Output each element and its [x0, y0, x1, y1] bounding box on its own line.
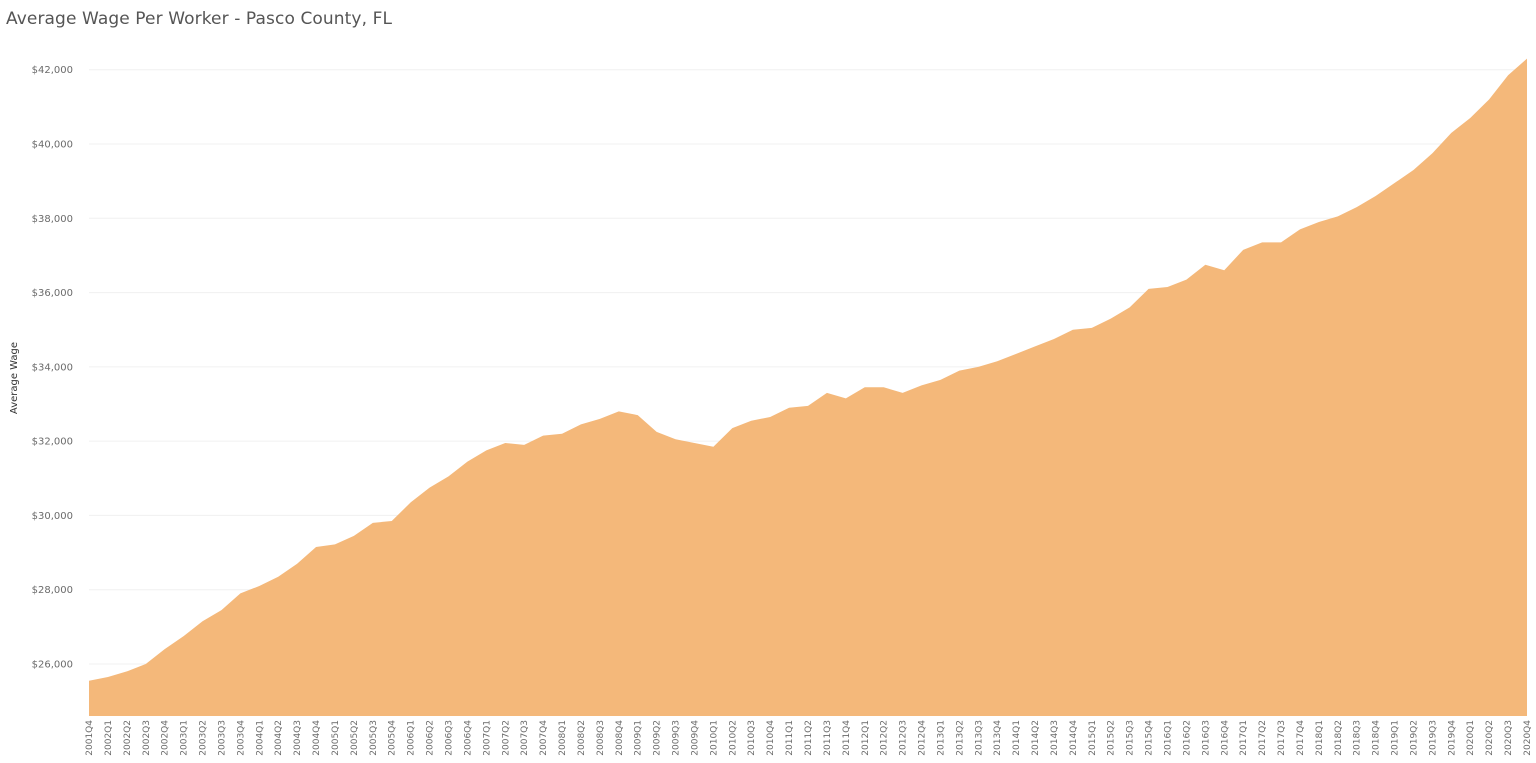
- x-tick-label: 2003Q4: [236, 720, 246, 756]
- y-tick-label: $38,000: [32, 214, 73, 225]
- x-tick-label: 2007Q2: [501, 720, 511, 756]
- x-tick-label: 2007Q3: [520, 720, 530, 756]
- y-tick-label: $26,000: [32, 660, 73, 671]
- x-tick-label: 2011Q3: [823, 720, 833, 756]
- x-tick-label: 2001Q4: [85, 720, 95, 756]
- x-tick-label: 2020Q1: [1466, 720, 1476, 756]
- x-tick-label: 2018Q2: [1334, 720, 1344, 756]
- x-tick-label: 2017Q3: [1277, 720, 1287, 756]
- x-tick-label: 2006Q2: [426, 720, 436, 756]
- x-tick-label: 2008Q3: [596, 720, 606, 756]
- x-tick-label: 2018Q4: [1372, 720, 1382, 756]
- x-tick-label: 2016Q1: [1164, 720, 1174, 756]
- x-tick-label: 2011Q2: [804, 720, 814, 756]
- x-tick-label: 2008Q4: [615, 720, 625, 756]
- x-tick-label: 2009Q1: [634, 720, 644, 756]
- x-tick-label: 2017Q2: [1258, 720, 1268, 756]
- x-tick-label: 2010Q1: [709, 720, 719, 756]
- x-tick-label: 2013Q3: [974, 720, 984, 756]
- x-tick-label: 2011Q1: [785, 720, 795, 756]
- x-tick-label: 2006Q3: [445, 720, 455, 756]
- x-axis-tick-labels: 2001Q4 2002Q1 2002Q2 2002Q3 2002Q4 2003Q1 2003…: [85, 720, 1533, 756]
- y-tick-label: $40,000: [32, 140, 73, 151]
- x-tick-label: 2009Q2: [653, 720, 663, 756]
- x-tick-label: 2016Q4: [1220, 720, 1230, 756]
- x-tick-label: 2011Q4: [842, 720, 852, 756]
- x-tick-label: 2015Q4: [1145, 720, 1155, 756]
- x-tick-label: 2009Q4: [690, 720, 700, 756]
- x-tick-label: 2002Q1: [104, 720, 114, 756]
- x-tick-label: 2018Q3: [1353, 720, 1363, 756]
- x-tick-label: 2003Q3: [217, 720, 227, 756]
- x-tick-label: 2019Q1: [1391, 720, 1401, 756]
- x-tick-label: 2015Q3: [1126, 720, 1136, 756]
- x-tick-label: 2007Q4: [539, 720, 549, 756]
- x-tick-label: 2014Q1: [1012, 720, 1022, 756]
- x-tick-label: 2005Q4: [388, 720, 398, 756]
- x-tick-label: 2012Q4: [918, 720, 928, 756]
- y-axis-label: Average Wage: [9, 342, 20, 414]
- x-tick-label: 2017Q1: [1239, 720, 1249, 756]
- x-tick-label: 2020Q3: [1504, 720, 1514, 756]
- x-tick-label: 2003Q1: [180, 720, 190, 756]
- x-tick-label: 2016Q2: [1182, 720, 1192, 756]
- x-tick-label: 2019Q3: [1428, 720, 1438, 756]
- y-tick-label: $42,000: [32, 65, 73, 76]
- x-tick-label: 2002Q4: [161, 720, 171, 756]
- x-tick-label: 2013Q1: [936, 720, 946, 756]
- x-tick-label: 2012Q3: [899, 720, 909, 756]
- x-tick-label: 2004Q1: [255, 720, 265, 756]
- x-tick-label: 2017Q4: [1296, 720, 1306, 756]
- y-tick-label: $32,000: [32, 437, 73, 448]
- x-tick-label: 2008Q2: [577, 720, 587, 756]
- y-tick-label: $30,000: [32, 511, 73, 522]
- x-tick-label: 2005Q1: [331, 720, 341, 756]
- x-tick-label: 2014Q3: [1050, 720, 1060, 756]
- y-tick-label: $34,000: [32, 362, 73, 373]
- x-tick-label: 2009Q3: [672, 720, 682, 756]
- x-tick-label: 2003Q2: [199, 720, 209, 756]
- x-tick-label: 2010Q4: [766, 720, 776, 756]
- x-tick-label: 2015Q1: [1088, 720, 1098, 756]
- x-tick-label: 2002Q3: [142, 720, 152, 756]
- x-tick-label: 2006Q1: [407, 720, 417, 756]
- x-tick-label: 2015Q2: [1107, 720, 1117, 756]
- x-tick-label: 2006Q4: [463, 720, 473, 756]
- x-tick-label: 2004Q3: [293, 720, 303, 756]
- x-tick-label: 2013Q4: [993, 720, 1003, 756]
- x-tick-label: 2008Q1: [558, 720, 568, 756]
- x-tick-label: 2007Q1: [482, 720, 492, 756]
- x-tick-label: 2019Q4: [1447, 720, 1457, 756]
- x-tick-label: 2010Q3: [747, 720, 757, 756]
- x-tick-label: 2004Q2: [274, 720, 284, 756]
- x-tick-label: 2012Q2: [880, 720, 890, 756]
- x-tick-label: 2014Q4: [1069, 720, 1079, 756]
- x-tick-label: 2020Q2: [1485, 720, 1495, 756]
- x-tick-label: 2010Q2: [728, 720, 738, 756]
- y-axis-tick-labels: $26,000 $28,000 $30,000 $32,000 $34,000 $36,0…: [32, 65, 73, 670]
- x-tick-label: 2016Q3: [1201, 720, 1211, 756]
- x-tick-label: 2002Q2: [123, 720, 133, 756]
- x-tick-label: 2018Q1: [1315, 720, 1325, 756]
- wage-area-series: [89, 58, 1527, 716]
- y-tick-label: $36,000: [32, 288, 73, 299]
- x-tick-label: 2005Q2: [350, 720, 360, 756]
- x-tick-label: 2012Q1: [861, 720, 871, 756]
- y-tick-label: $28,000: [32, 585, 73, 596]
- x-tick-label: 2014Q2: [1031, 720, 1041, 756]
- chart-title: Average Wage Per Worker - Pasco County, …: [6, 9, 393, 29]
- x-tick-label: 2013Q2: [955, 720, 965, 756]
- x-tick-label: 2020Q4: [1523, 720, 1533, 756]
- x-tick-label: 2005Q3: [369, 720, 379, 756]
- x-tick-label: 2019Q2: [1409, 720, 1419, 756]
- x-tick-label: 2004Q4: [312, 720, 322, 756]
